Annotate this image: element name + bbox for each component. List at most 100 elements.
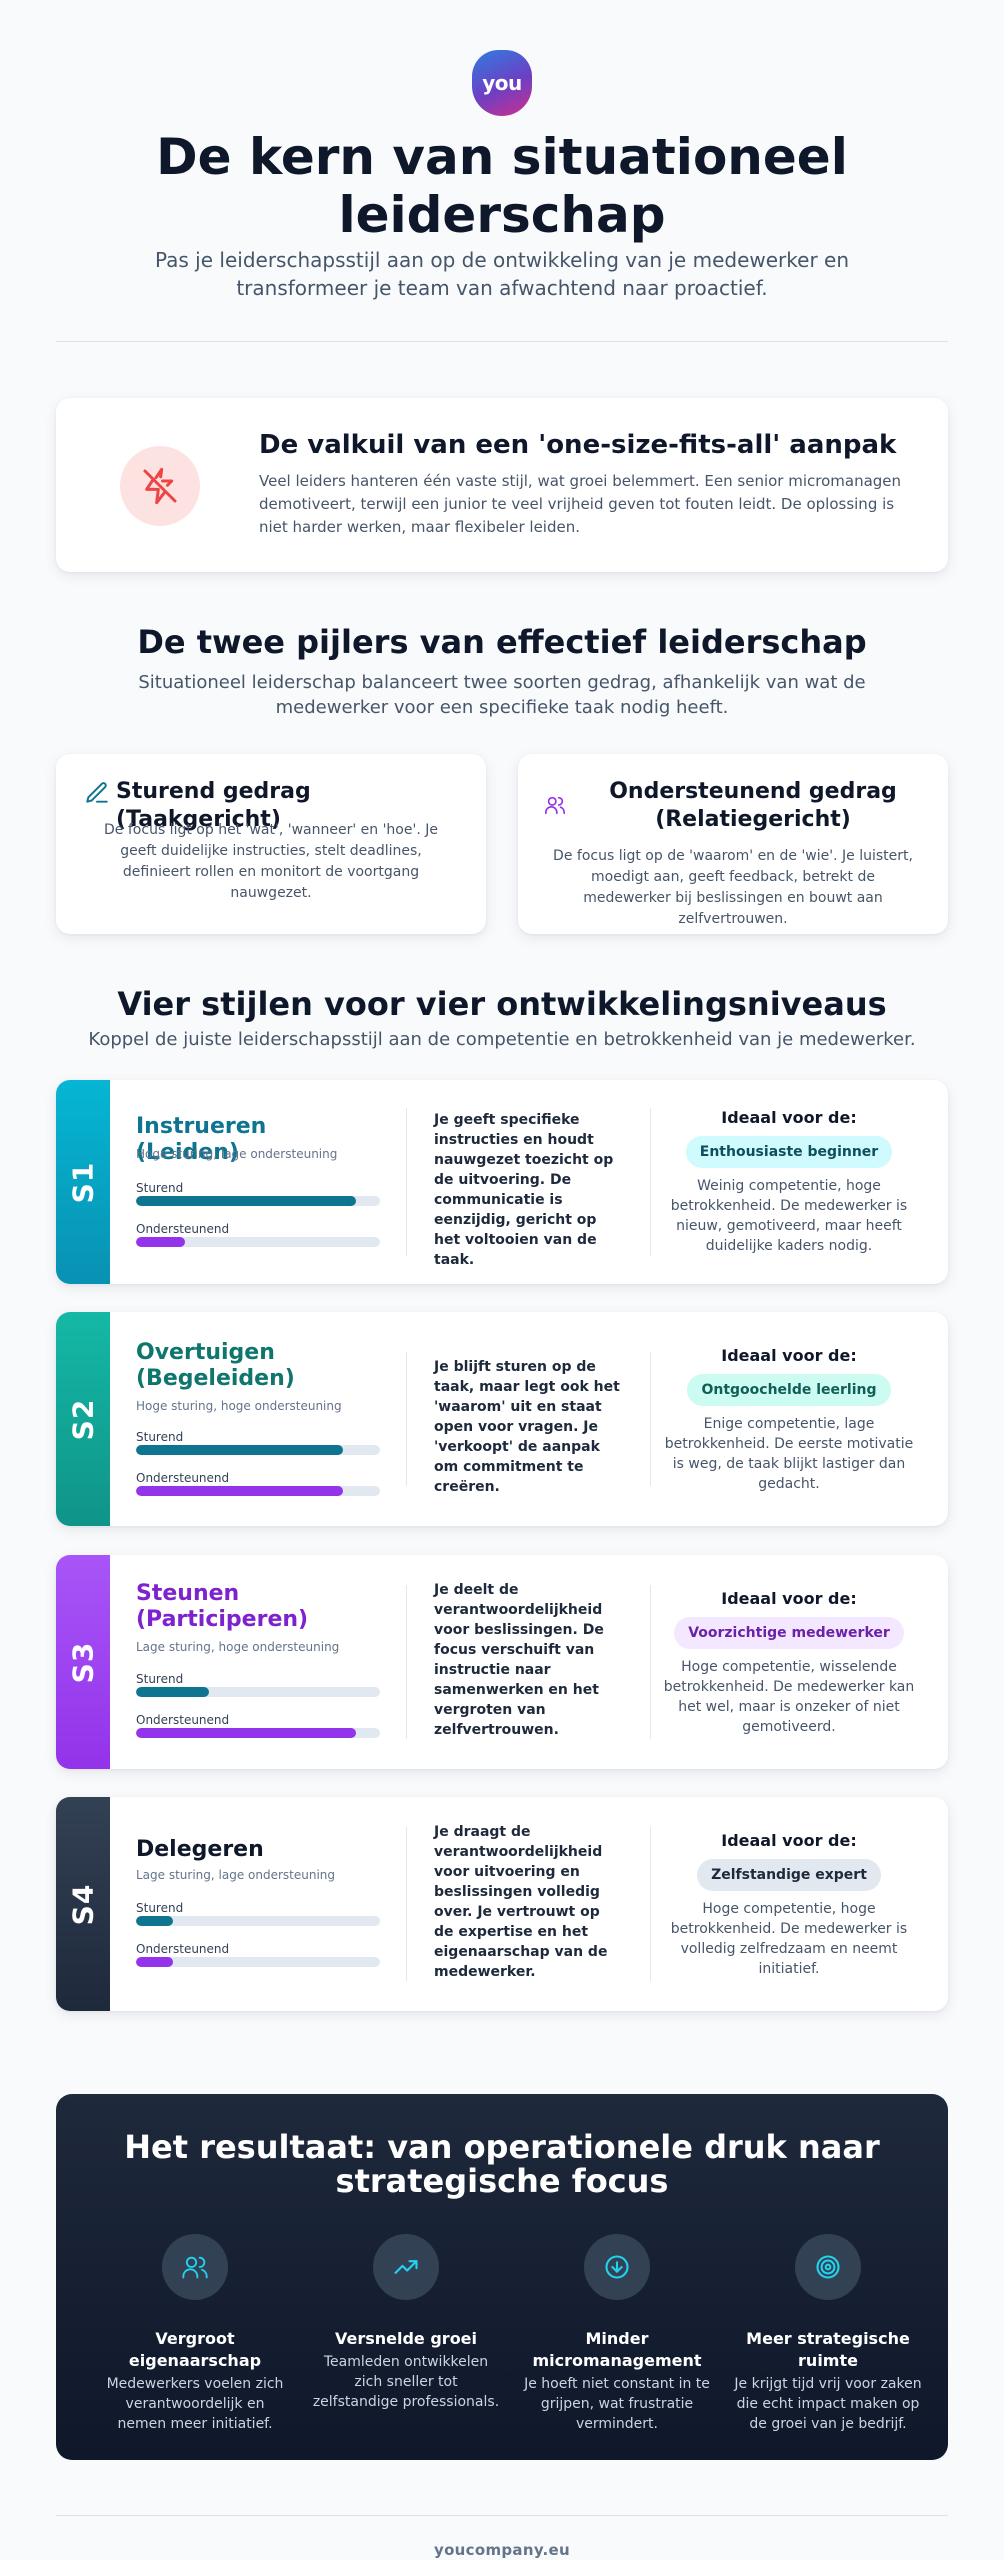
ideal-pill: Zelfstandige expert <box>697 1859 881 1891</box>
ideal-pill-wrap: Zelfstandige expert <box>646 1859 932 1891</box>
ideal-label: Ideaal voor de: <box>721 1831 857 1850</box>
ideal-text: Weinig competentie, hoge betrokkenheid. … <box>670 1178 908 1254</box>
supportive-fill <box>136 1486 344 1496</box>
directive-label: Sturend <box>136 1672 184 1686</box>
pillar-title: Ondersteunend gedrag (Relatiegericht) <box>609 779 897 832</box>
style-tagline: Lage sturing, hoge ondersteuning <box>136 1640 340 1654</box>
directive-fill <box>136 1196 356 1206</box>
benefit-title: Vergroot eigenaarschap <box>128 2329 262 2370</box>
style-card-s4: S4 Delegeren Lage sturing, lage onderste… <box>56 1797 948 2011</box>
style-card-s2: S2 Overtuigen (Begeleiden) Hoge sturing,… <box>56 1312 948 1526</box>
users-icon <box>544 794 570 820</box>
style-name: Delegeren <box>136 1837 264 1862</box>
benefit-title: Minder micromanagement <box>532 2329 702 2370</box>
style-code-tab: S4 <box>56 1797 110 2011</box>
benefit-text: Medewerkers voelen zich verantwoordelijk… <box>106 2376 284 2432</box>
supportive-fill <box>136 1728 356 1738</box>
column-divider <box>650 1108 651 1256</box>
benefit-item: Meer strategische ruimte Je krijgt tijd … <box>733 2234 923 2434</box>
benefit-item: Versnelde groei Teamleden ontwikkelen zi… <box>311 2234 501 2412</box>
benefit-text: Je hoeft niet constant in te grijpen, wa… <box>524 2376 710 2432</box>
styles-title: Vier stijlen voor vier ontwikkelingsnive… <box>117 985 887 1023</box>
directive-label: Sturend <box>136 1181 184 1195</box>
page-subtitle: Pas je leiderschapsstijl aan op de ontwi… <box>154 248 849 300</box>
ideal-label: Ideaal voor de: <box>721 1346 857 1365</box>
styles-subtitle: Koppel de juiste leiderschapsstijl aan d… <box>88 1029 916 1050</box>
style-description: Je draagt de verantwoordelijkheid voor u… <box>434 1824 608 1980</box>
supportive-label: Ondersteunend <box>136 1471 230 1485</box>
ideal-pill-wrap: Voorzichtige medewerker <box>646 1617 932 1649</box>
users-icon <box>162 2234 228 2300</box>
benefit-item: Minder micromanagement Je hoeft niet con… <box>522 2234 712 2434</box>
footer-domain: youcompany.eu <box>434 2541 570 2559</box>
supportive-bar <box>136 1728 380 1738</box>
column-divider <box>650 1827 651 1981</box>
ideal-pill: Voorzichtige medewerker <box>674 1617 904 1649</box>
style-card-s3: S3 Steunen (Participeren) Lage sturing, … <box>56 1555 948 1769</box>
style-description: Je geeft specifieke instructies en houdt… <box>434 1112 614 1268</box>
style-name: Steunen (Participeren) <box>136 1581 309 1632</box>
target-icon <box>795 2234 861 2300</box>
directive-fill <box>136 1687 210 1697</box>
supportive-fill <box>136 1237 185 1247</box>
pillar-card-supportive: Ondersteunend gedrag (Relatiegericht) De… <box>518 754 948 934</box>
style-code: S4 <box>66 1883 100 1925</box>
footer-divider <box>56 2515 948 2516</box>
ideal-text: Enige competentie, lage betrokkenheid. D… <box>664 1416 914 1492</box>
directive-label: Sturend <box>136 1430 184 1444</box>
header-divider <box>56 341 948 342</box>
directive-fill <box>136 1445 344 1455</box>
supportive-bar <box>136 1486 380 1496</box>
column-divider <box>406 1827 407 1981</box>
pillar-card-directive: Sturend gedrag (Taakgericht) De focus li… <box>56 754 486 934</box>
style-code-tab: S2 <box>56 1312 110 1526</box>
directive-label: Sturend <box>136 1901 184 1915</box>
result-panel: Het resultaat: van operationele druk naa… <box>56 2094 948 2460</box>
pillar-text: De focus ligt op de 'waarom' en de 'wie'… <box>553 848 913 927</box>
pitfall-title: De valkuil van een 'one-size-fits-all' a… <box>259 430 897 460</box>
pitfall-card: De valkuil van een 'one-size-fits-all' a… <box>56 398 948 572</box>
style-code: S3 <box>66 1641 100 1683</box>
ideal-pill-wrap: Ontgoochelde leerling <box>646 1374 932 1406</box>
style-code: S1 <box>66 1161 100 1203</box>
pillars-title: De twee pijlers van effectief leiderscha… <box>137 623 867 661</box>
style-name: Instrueren (Leiden) <box>136 1114 267 1165</box>
supportive-bar <box>136 1957 380 1967</box>
pillars-subtitle: Situationeel leiderschap balanceert twee… <box>138 672 866 718</box>
directive-bar <box>136 1687 380 1697</box>
column-divider <box>406 1108 407 1256</box>
column-divider <box>406 1585 407 1739</box>
supportive-fill <box>136 1957 173 1967</box>
ideal-pill: Enthousiaste beginner <box>685 1136 893 1168</box>
benefit-item: Vergroot eigenaarschap Medewerkers voele… <box>100 2234 290 2434</box>
column-divider <box>406 1352 407 1486</box>
style-tagline: Lage sturing, lage ondersteuning <box>136 1868 336 1882</box>
arrow-down-circle-icon <box>584 2234 650 2300</box>
logo-text: you <box>482 71 522 95</box>
ideal-text: Hoge competentie, hoge betrokkenheid. De… <box>670 1901 908 1977</box>
ideal-text: Hoge competentie, wisselende betrokkenhe… <box>663 1659 915 1735</box>
style-tagline: Hoge sturing, hoge ondersteuning <box>136 1399 342 1413</box>
style-description: Je deelt de verantwoordelijkheid voor be… <box>434 1582 604 1738</box>
supportive-label: Ondersteunend <box>136 1713 230 1727</box>
style-tagline: Hoge sturing, lage ondersteuning <box>136 1147 338 1161</box>
ideal-pill-wrap: Enthousiaste beginner <box>646 1136 932 1168</box>
pencil-icon <box>84 780 110 806</box>
style-card-s1: S1 Instrueren (Leiden) Hoge sturing, lag… <box>56 1080 948 1284</box>
directive-bar <box>136 1916 380 1926</box>
brand-logo: you <box>472 50 532 116</box>
ideal-label: Ideaal voor de: <box>721 1589 857 1608</box>
benefit-text: Teamleden ontwikkelen zich sneller tot z… <box>312 2354 500 2410</box>
benefit-title: Versnelde groei <box>334 2329 478 2348</box>
supportive-label: Ondersteunend <box>136 1942 230 1956</box>
result-title: Het resultaat: van operationele druk naa… <box>124 2128 880 2200</box>
pillar-title: Sturend gedrag (Taakgericht) <box>116 779 311 832</box>
directive-fill <box>136 1916 173 1926</box>
pitfall-text: Veel leiders hanteren één vaste stijl, w… <box>259 472 902 536</box>
column-divider <box>650 1585 651 1739</box>
column-divider <box>650 1352 651 1486</box>
trending-up-icon <box>373 2234 439 2300</box>
benefit-title: Meer strategische ruimte <box>746 2329 910 2370</box>
style-code-tab: S3 <box>56 1555 110 1769</box>
